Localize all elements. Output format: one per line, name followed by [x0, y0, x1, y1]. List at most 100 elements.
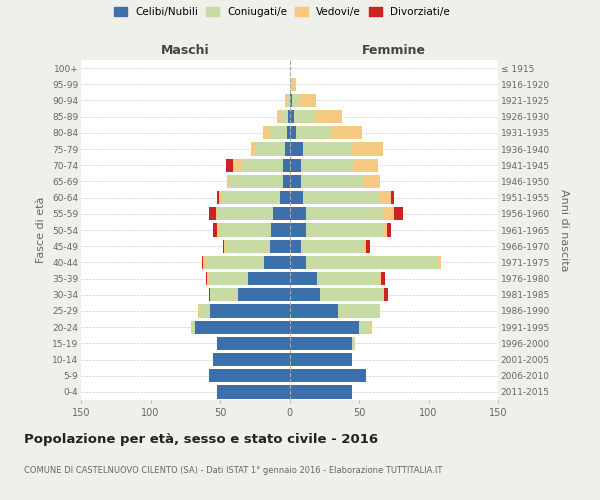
Bar	[238, 288, 290, 302]
Bar	[230, 175, 283, 188]
Bar	[273, 207, 290, 220]
Bar	[213, 224, 217, 236]
Bar	[290, 207, 306, 220]
Y-axis label: Fasce di età: Fasce di età	[37, 197, 46, 263]
Bar	[290, 191, 304, 204]
Bar	[363, 175, 380, 188]
Bar	[394, 207, 403, 220]
Bar	[217, 224, 218, 236]
Bar	[277, 110, 281, 124]
Bar	[353, 158, 379, 172]
Bar	[317, 272, 380, 285]
Bar	[217, 386, 290, 398]
Bar	[359, 320, 370, 334]
Text: Femmine: Femmine	[362, 44, 426, 57]
Bar	[223, 240, 224, 253]
Bar	[288, 110, 290, 124]
Bar	[283, 175, 290, 188]
Bar	[290, 320, 359, 334]
Bar	[301, 175, 363, 188]
Bar	[217, 336, 290, 350]
Bar	[383, 224, 387, 236]
Bar	[290, 256, 306, 269]
Bar	[286, 94, 287, 107]
Bar	[213, 353, 290, 366]
Bar	[217, 191, 218, 204]
Bar	[292, 78, 296, 91]
Bar	[210, 288, 238, 302]
Bar	[270, 126, 287, 140]
Bar	[391, 191, 394, 204]
Bar	[383, 288, 384, 302]
Bar	[224, 240, 226, 253]
Bar	[203, 256, 206, 269]
Bar	[290, 224, 306, 236]
Bar	[218, 224, 271, 236]
Bar	[271, 224, 290, 236]
Bar	[301, 240, 363, 253]
Bar	[233, 158, 241, 172]
Bar	[380, 272, 381, 285]
Bar	[292, 94, 299, 107]
Bar	[290, 126, 296, 140]
Text: Maschi: Maschi	[161, 44, 209, 57]
Bar	[290, 158, 301, 172]
Bar	[199, 304, 210, 318]
Legend: Celibi/Nubili, Coniugati/e, Vedovi/e, Divorziati/e: Celibi/Nubili, Coniugati/e, Vedovi/e, Di…	[110, 2, 454, 21]
Bar	[202, 256, 203, 269]
Bar	[286, 142, 290, 156]
Text: Popolazione per età, sesso e stato civile - 2016: Popolazione per età, sesso e stato civil…	[24, 432, 378, 446]
Bar	[290, 353, 352, 366]
Bar	[191, 320, 195, 334]
Bar	[290, 304, 338, 318]
Bar	[296, 126, 331, 140]
Bar	[281, 110, 288, 124]
Bar	[255, 142, 286, 156]
Bar	[217, 207, 273, 220]
Bar	[209, 272, 248, 285]
Bar	[206, 256, 265, 269]
Bar	[209, 207, 216, 220]
Bar	[290, 240, 301, 253]
Bar	[383, 207, 394, 220]
Bar	[366, 240, 370, 253]
Bar	[206, 272, 208, 285]
Text: COMUNE DI CASTELNUOVO CILENTO (SA) - Dati ISTAT 1° gennaio 2016 - Elaborazione T: COMUNE DI CASTELNUOVO CILENTO (SA) - Dat…	[24, 466, 442, 475]
Bar	[301, 158, 353, 172]
Bar	[290, 386, 352, 398]
Y-axis label: Anni di nascita: Anni di nascita	[559, 188, 569, 271]
Bar	[209, 369, 290, 382]
Bar	[290, 78, 292, 91]
Bar	[198, 304, 199, 318]
Bar	[331, 126, 362, 140]
Bar	[287, 94, 290, 107]
Bar	[293, 110, 314, 124]
Bar	[290, 336, 352, 350]
Bar	[209, 288, 210, 302]
Bar	[241, 158, 283, 172]
Bar	[226, 158, 233, 172]
Bar	[290, 94, 292, 107]
Bar	[352, 142, 383, 156]
Bar	[380, 191, 391, 204]
Bar	[251, 142, 255, 156]
Bar	[218, 191, 221, 204]
Bar	[195, 320, 290, 334]
Bar	[381, 272, 385, 285]
Bar	[290, 175, 301, 188]
Bar	[290, 369, 366, 382]
Bar	[248, 272, 290, 285]
Bar	[287, 126, 290, 140]
Bar	[338, 304, 380, 318]
Bar	[363, 240, 366, 253]
Bar	[438, 256, 441, 269]
Bar	[221, 191, 280, 204]
Bar	[290, 288, 320, 302]
Bar	[304, 191, 380, 204]
Bar	[227, 175, 230, 188]
Bar	[283, 158, 290, 172]
Bar	[280, 191, 290, 204]
Bar	[226, 240, 270, 253]
Bar	[306, 207, 383, 220]
Bar	[265, 256, 290, 269]
